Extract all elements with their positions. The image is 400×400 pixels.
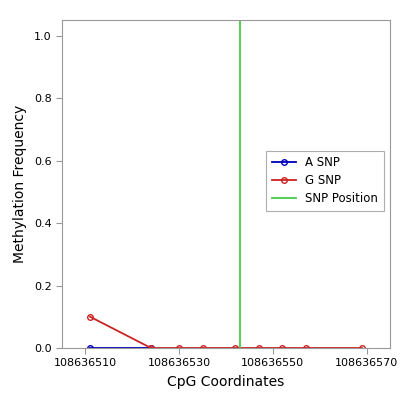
G SNP — [200, 346, 205, 350]
G SNP — [256, 346, 261, 350]
Y-axis label: Methylation Frequency: Methylation Frequency — [13, 105, 27, 263]
G SNP — [233, 346, 238, 350]
Legend: A SNP, G SNP, SNP Position: A SNP, G SNP, SNP Position — [266, 150, 384, 211]
G SNP — [303, 346, 308, 350]
Line: A SNP: A SNP — [87, 345, 154, 351]
A SNP — [149, 346, 154, 350]
X-axis label: CpG Coordinates: CpG Coordinates — [167, 375, 285, 389]
G SNP — [280, 346, 285, 350]
Line: G SNP: G SNP — [87, 314, 365, 351]
G SNP — [360, 346, 364, 350]
G SNP — [88, 314, 92, 319]
A SNP — [88, 346, 92, 350]
G SNP — [177, 346, 182, 350]
G SNP — [149, 346, 154, 350]
